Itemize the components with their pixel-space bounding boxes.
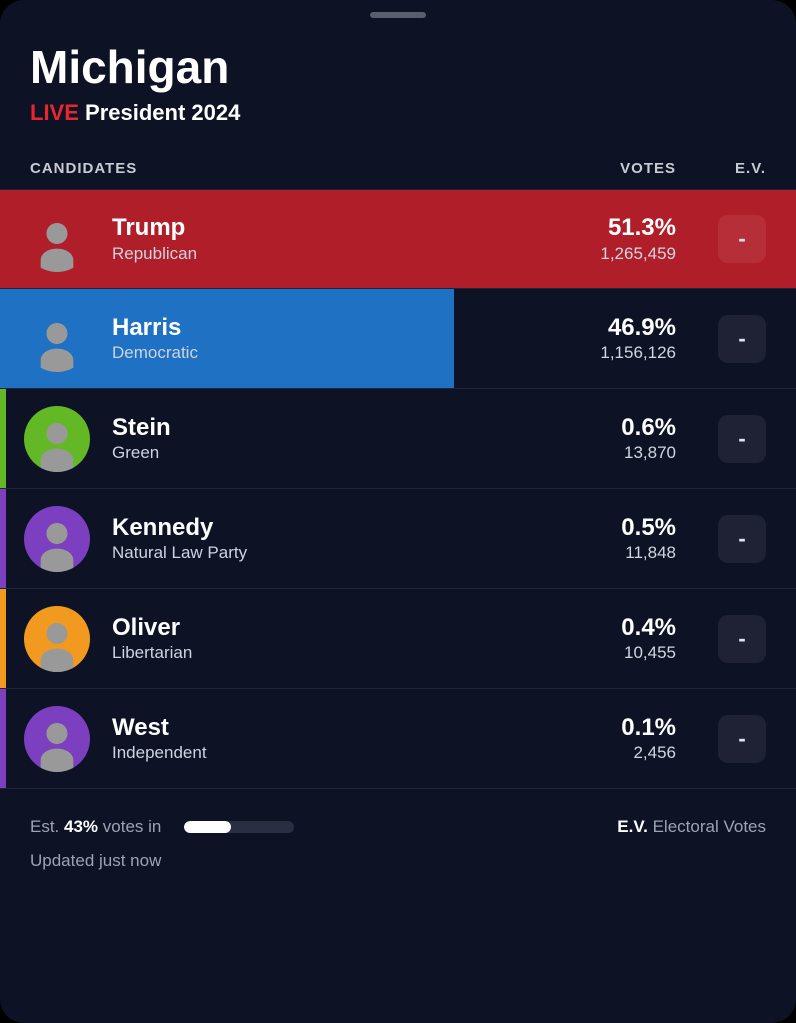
row-content: KennedyNatural Law Party0.5%11,848- <box>18 506 766 572</box>
votes-in: Est. 43% votes in <box>30 817 617 837</box>
vote-percent: 0.5% <box>526 514 676 542</box>
candidate-avatar <box>24 606 90 672</box>
candidate-party: Natural Law Party <box>112 543 526 563</box>
party-accent <box>0 190 6 288</box>
name-block: OliverLibertarian <box>112 614 526 664</box>
vote-count: 13,870 <box>526 443 676 463</box>
candidate-avatar <box>24 506 90 572</box>
candidate-avatar <box>24 306 90 372</box>
ev-block: - <box>676 515 766 563</box>
ev-legend: E.V. Electoral Votes <box>617 817 766 837</box>
candidate-name: West <box>112 714 526 742</box>
row-content: WestIndependent0.1%2,456- <box>18 706 766 772</box>
est-prefix: Est. <box>30 817 64 836</box>
row-content: TrumpRepublican51.3%1,265,459- <box>18 206 766 272</box>
vote-count: 10,455 <box>526 643 676 663</box>
col-header-votes: VOTES <box>526 160 676 177</box>
name-block: HarrisDemocratic <box>112 314 526 364</box>
race-label: President 2024 <box>85 100 240 125</box>
ev-block: - <box>676 315 766 363</box>
updated-text: Updated just now <box>0 837 796 871</box>
candidate-party: Green <box>112 443 526 463</box>
ev-expansion: Electoral Votes <box>648 817 766 836</box>
ev-value: - <box>718 715 766 763</box>
vote-count: 2,456 <box>526 743 676 763</box>
state-name: Michigan <box>30 40 766 94</box>
header: Michigan LIVE President 2024 <box>0 0 796 136</box>
candidate-party: Libertarian <box>112 643 526 663</box>
ev-block: - <box>676 215 766 263</box>
col-header-ev: E.V. <box>676 160 766 177</box>
ev-value: - <box>718 215 766 263</box>
party-accent <box>0 389 6 488</box>
votes-block: 46.9%1,156,126 <box>526 314 676 364</box>
columns-header: CANDIDATES VOTES E.V. <box>0 136 796 189</box>
progress-fill <box>184 821 231 833</box>
candidate-row[interactable]: TrumpRepublican51.3%1,265,459- <box>0 189 796 289</box>
row-content: OliverLibertarian0.4%10,455- <box>18 606 766 672</box>
candidate-name: Harris <box>112 314 526 342</box>
vote-percent: 0.4% <box>526 614 676 642</box>
candidate-avatar <box>24 206 90 272</box>
results-card: Michigan LIVE President 2024 CANDIDATES … <box>0 0 796 1023</box>
name-block: SteinGreen <box>112 414 526 464</box>
party-accent <box>0 589 6 688</box>
vote-count: 11,848 <box>526 543 676 563</box>
candidate-row[interactable]: KennedyNatural Law Party0.5%11,848- <box>0 489 796 589</box>
race-subtitle: LIVE President 2024 <box>30 100 766 126</box>
votes-block: 0.5%11,848 <box>526 514 676 564</box>
candidate-name: Trump <box>112 214 526 242</box>
candidate-row[interactable]: SteinGreen0.6%13,870- <box>0 389 796 489</box>
name-block: TrumpRepublican <box>112 214 526 264</box>
candidate-avatar <box>24 706 90 772</box>
votes-block: 0.4%10,455 <box>526 614 676 664</box>
party-accent <box>0 289 6 388</box>
ev-block: - <box>676 715 766 763</box>
row-content: HarrisDemocratic46.9%1,156,126- <box>18 306 766 372</box>
ev-block: - <box>676 615 766 663</box>
party-accent <box>0 689 6 788</box>
vote-percent: 0.1% <box>526 714 676 742</box>
candidate-name: Oliver <box>112 614 526 642</box>
ev-abbr: E.V. <box>617 817 648 836</box>
ev-value: - <box>718 615 766 663</box>
pct-in: 43% <box>64 817 98 836</box>
candidate-rows: TrumpRepublican51.3%1,265,459-HarrisDemo… <box>0 189 796 789</box>
votes-block: 51.3%1,265,459 <box>526 214 676 264</box>
row-content: SteinGreen0.6%13,870- <box>18 406 766 472</box>
name-block: WestIndependent <box>112 714 526 764</box>
vote-percent: 0.6% <box>526 414 676 442</box>
party-accent <box>0 489 6 588</box>
drag-handle[interactable] <box>370 12 426 18</box>
candidate-party: Democratic <box>112 343 526 363</box>
footer: Est. 43% votes in E.V. Electoral Votes <box>0 789 796 837</box>
candidate-row[interactable]: WestIndependent0.1%2,456- <box>0 689 796 789</box>
progress-track <box>184 821 294 833</box>
candidate-party: Independent <box>112 743 526 763</box>
ev-block: - <box>676 415 766 463</box>
ev-value: - <box>718 315 766 363</box>
col-header-candidates: CANDIDATES <box>30 160 526 177</box>
votes-block: 0.6%13,870 <box>526 414 676 464</box>
candidate-row[interactable]: OliverLibertarian0.4%10,455- <box>0 589 796 689</box>
vote-count: 1,265,459 <box>526 244 676 264</box>
candidate-name: Kennedy <box>112 514 526 542</box>
name-block: KennedyNatural Law Party <box>112 514 526 564</box>
vote-percent: 46.9% <box>526 314 676 342</box>
ev-value: - <box>718 515 766 563</box>
live-badge: LIVE <box>30 100 79 125</box>
candidate-row[interactable]: HarrisDemocratic46.9%1,156,126- <box>0 289 796 389</box>
candidate-party: Republican <box>112 244 526 264</box>
est-suffix: votes in <box>98 817 161 836</box>
ev-value: - <box>718 415 766 463</box>
vote-count: 1,156,126 <box>526 343 676 363</box>
votes-block: 0.1%2,456 <box>526 714 676 764</box>
vote-percent: 51.3% <box>526 214 676 242</box>
candidate-name: Stein <box>112 414 526 442</box>
candidate-avatar <box>24 406 90 472</box>
